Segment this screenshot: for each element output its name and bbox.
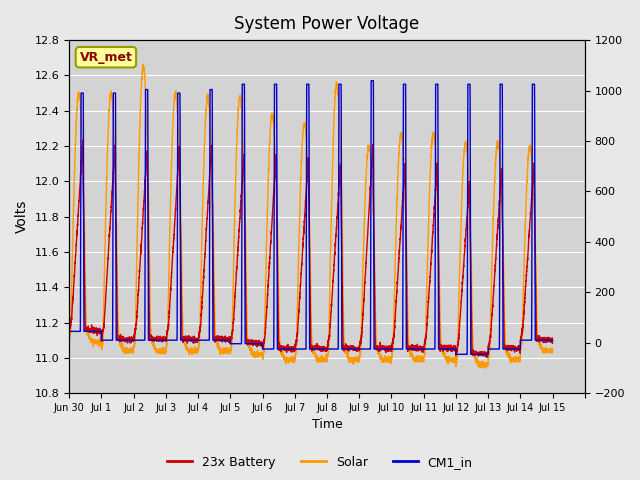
Legend: 23x Battery, Solar, CM1_in: 23x Battery, Solar, CM1_in <box>163 451 477 474</box>
Y-axis label: Volts: Volts <box>15 200 29 233</box>
Text: VR_met: VR_met <box>79 51 132 64</box>
Title: System Power Voltage: System Power Voltage <box>234 15 420 33</box>
X-axis label: Time: Time <box>312 419 342 432</box>
